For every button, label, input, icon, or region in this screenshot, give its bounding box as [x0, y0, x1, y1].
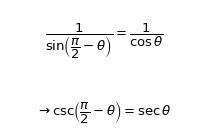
Text: $\dfrac{1}{\sin\!\left(\dfrac{\pi}{2} - \theta\right)} = \dfrac{1}{\cos\theta}$: $\dfrac{1}{\sin\!\left(\dfrac{\pi}{2} - …	[45, 22, 163, 61]
Text: $\rightarrow \csc\!\left(\dfrac{\pi}{2} - \theta\right) = \sec\theta$: $\rightarrow \csc\!\left(\dfrac{\pi}{2} …	[36, 99, 172, 125]
